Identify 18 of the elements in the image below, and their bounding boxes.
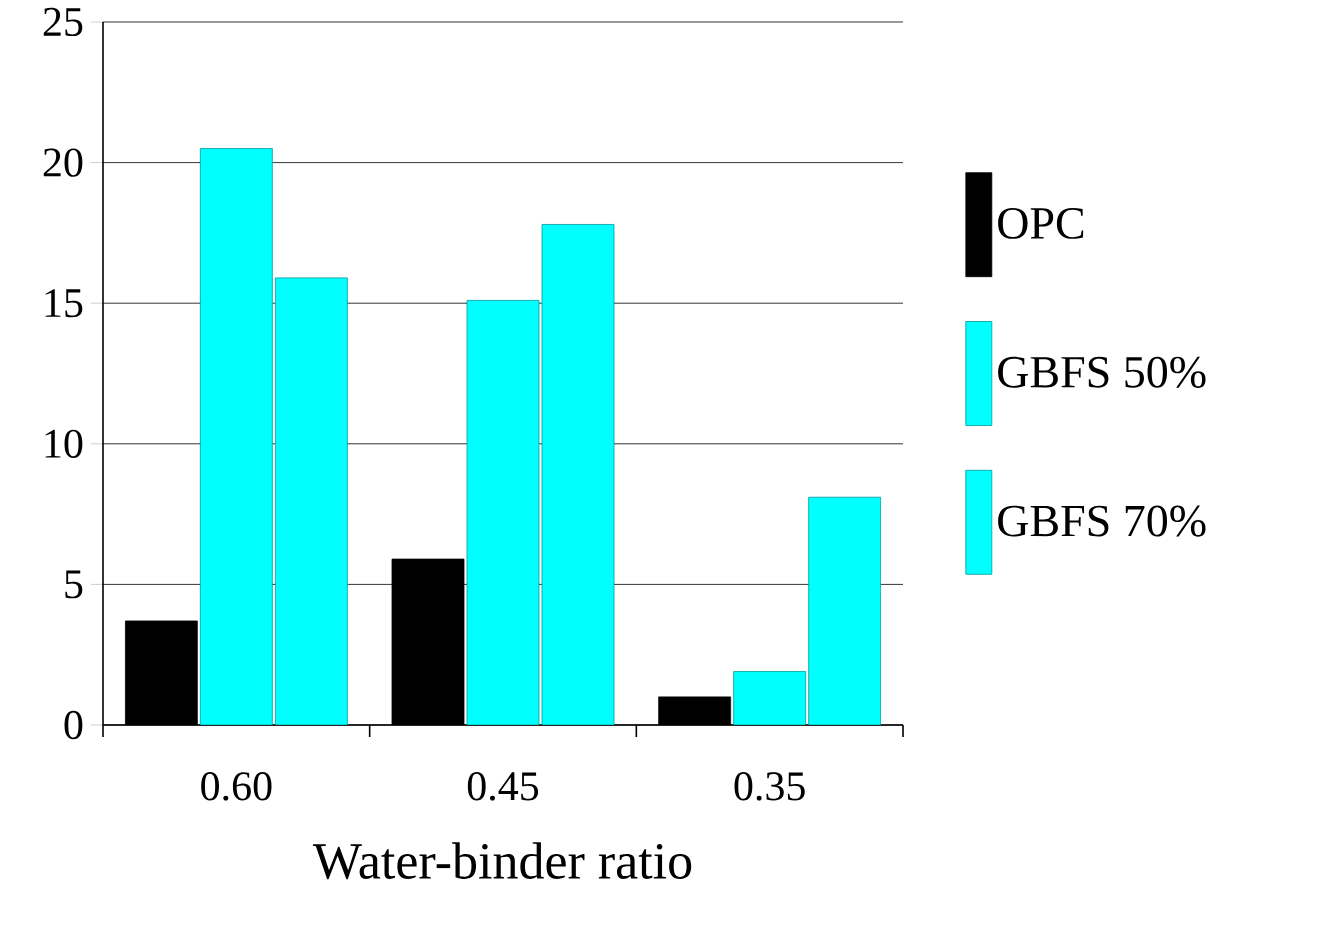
bar: [808, 496, 882, 725]
legend-label: GBFS 70%: [998, 505, 1206, 537]
x-axis-title: Water-binder ratio: [312, 842, 692, 880]
legend-label: OPC: [998, 207, 1084, 239]
y-tick-label: 15: [45, 289, 83, 318]
x-tick-label: 0.60: [201, 772, 272, 801]
bar: [199, 148, 273, 725]
bar: [274, 277, 348, 725]
legend-label: GBFS 50%: [998, 356, 1206, 388]
x-tick-label: 0.35: [734, 772, 805, 801]
bar: [733, 671, 807, 725]
y-tick-label: 0: [64, 710, 83, 740]
y-tick-label: 25: [43, 7, 83, 37]
bar: [541, 224, 615, 725]
x-tick-label: 0.45: [467, 772, 539, 801]
y-tick-label: 10: [45, 429, 83, 458]
y-tick-label: 20: [43, 148, 83, 177]
y-tick-label: 5: [65, 570, 83, 599]
